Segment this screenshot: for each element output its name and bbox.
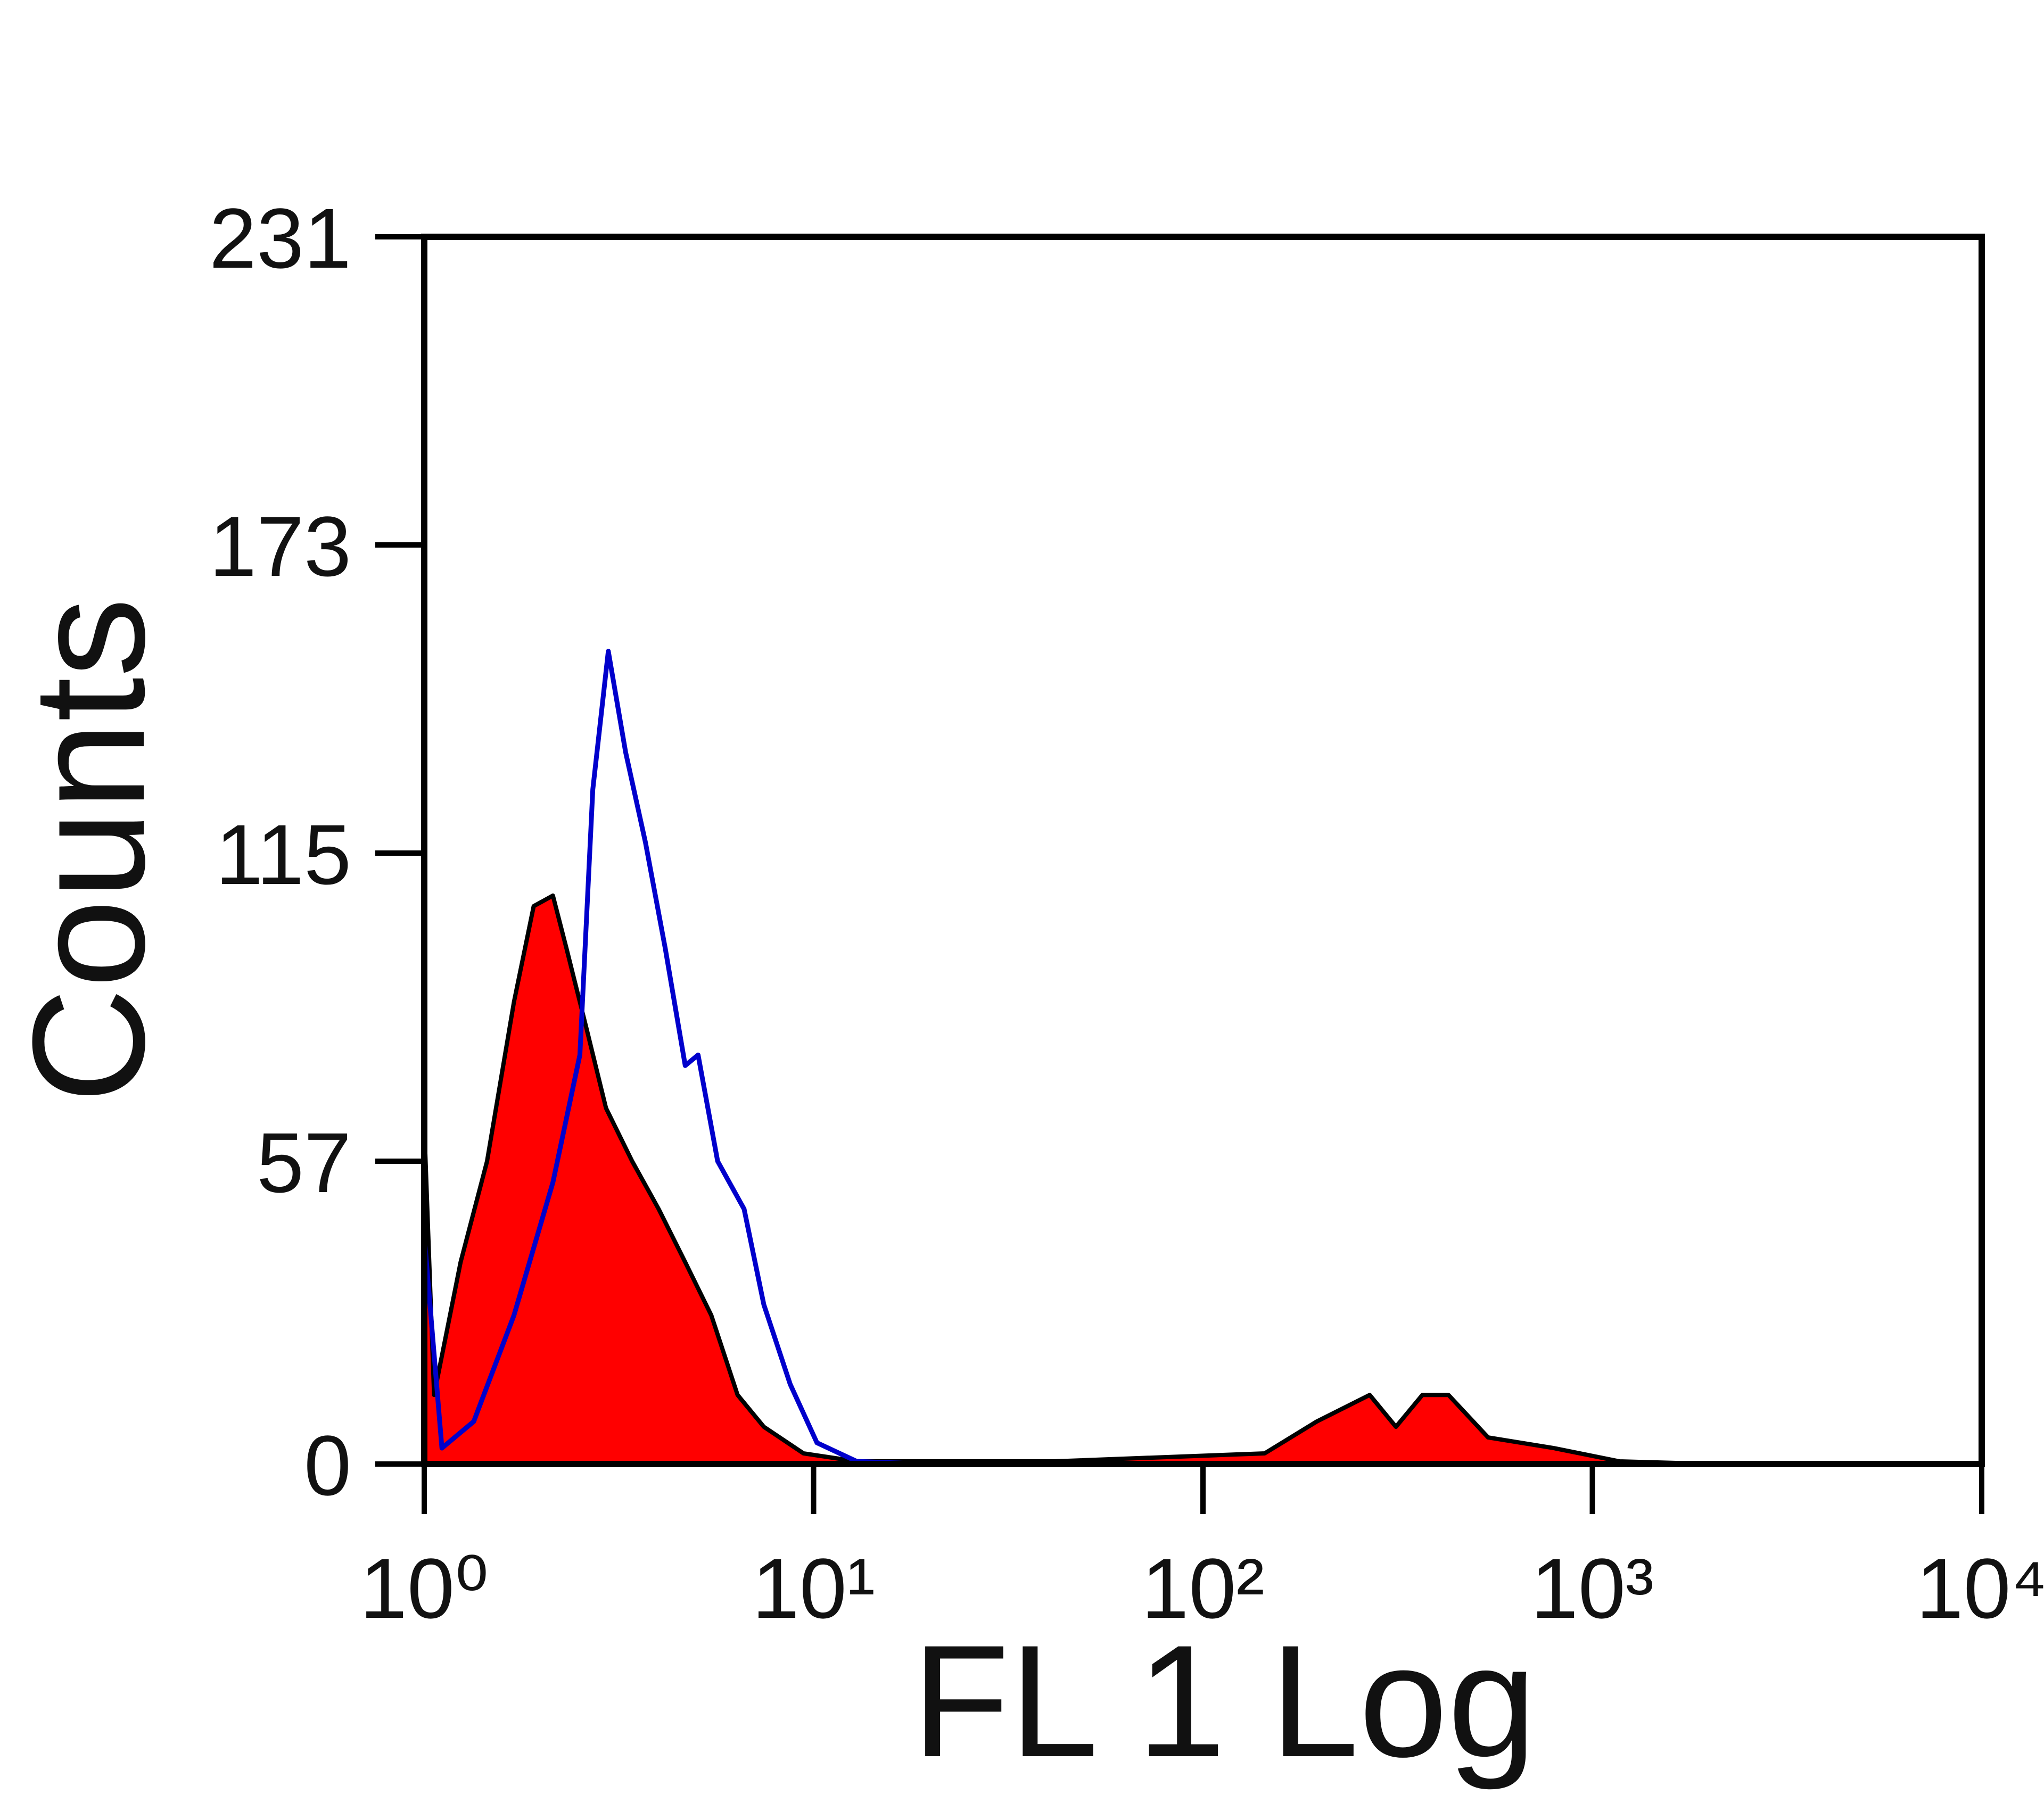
filled-histogram [422,893,1715,1466]
x-axis-title: FL 1 Log [912,1611,1536,1791]
x-tick-label: 10⁴ [1916,1541,2044,1636]
y-tick-label: 0 [304,1418,351,1513]
x-tick-label: 10⁰ [360,1541,489,1636]
x-tick-label: 10³ [1531,1541,1654,1636]
x-tick-label: 10¹ [752,1541,875,1636]
x-tick-label: 10² [1141,1541,1264,1636]
y-axis-title: Counts [0,598,178,1104]
outline-histogram [422,649,922,1467]
y-tick-label: 57 [257,1115,351,1210]
y-tick-label: 173 [209,499,351,594]
y-tick-label: 115 [216,807,351,902]
y-tick-label: 231 [209,191,351,286]
